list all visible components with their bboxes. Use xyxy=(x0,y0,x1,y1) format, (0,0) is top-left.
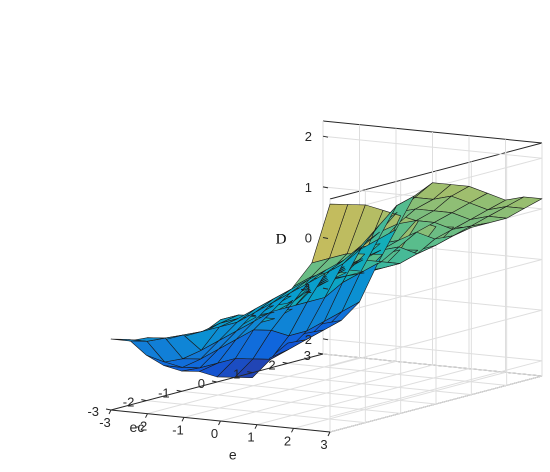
z-axis-label: D xyxy=(276,232,287,248)
y-axis-label: ec xyxy=(130,419,145,435)
x-tick-label: 2 xyxy=(284,433,291,448)
y-axis-ticks: -3 -2 -1 0 1 2 3 xyxy=(87,348,324,419)
wall-grid-line xyxy=(322,135,543,159)
x-tick-mark xyxy=(108,409,112,415)
x-tick-mark xyxy=(254,424,258,429)
wall-grid-line xyxy=(329,309,543,367)
y-tick-mark xyxy=(105,408,112,411)
x-axis-ticks: -3 -2 -1 0 1 2 3 xyxy=(99,409,331,452)
y-tick-mark xyxy=(282,361,288,364)
z-tick-mark xyxy=(322,338,329,341)
z-tick-mark xyxy=(322,186,329,189)
floor-grid-line xyxy=(252,372,472,396)
z-tick-label: 2 xyxy=(305,129,312,144)
wall-grid-line xyxy=(329,259,543,316)
x-tick-mark xyxy=(218,420,221,426)
wall-grid-line xyxy=(322,338,543,362)
z-tick-label: 1 xyxy=(305,180,312,195)
floor-grid-line xyxy=(181,390,401,414)
surface-face xyxy=(110,338,148,342)
z-tick-label: -1 xyxy=(300,281,312,296)
floor-grid-line xyxy=(216,381,437,405)
x-tick-label: 1 xyxy=(247,430,254,445)
x-tick-mark xyxy=(291,428,294,433)
x-tick-mark xyxy=(145,413,148,418)
y-tick-label: -2 xyxy=(123,395,135,410)
y-tick-label: -3 xyxy=(87,404,99,419)
x-tick-mark xyxy=(327,431,331,437)
y-tick-mark xyxy=(211,380,218,383)
y-tick-label: 3 xyxy=(304,348,311,363)
x-axis-label: e xyxy=(229,447,237,463)
y-tick-mark xyxy=(141,399,147,402)
y-tick-label: -1 xyxy=(158,385,170,400)
z-axis-ticks: -2 -1 0 1 2 xyxy=(300,129,329,347)
y-tick-label: 0 xyxy=(198,376,205,391)
y-tick-label: 1 xyxy=(233,367,240,382)
x-tick-label: 0 xyxy=(211,426,218,441)
z-tick-mark xyxy=(322,237,329,239)
z-tick-label: -2 xyxy=(300,332,312,347)
z-tick-label: 0 xyxy=(305,231,312,246)
z-tick-mark xyxy=(322,287,329,290)
y-tick-mark xyxy=(176,389,182,392)
x-tick-label: -3 xyxy=(99,415,111,430)
floor-grid-line xyxy=(287,362,507,386)
x-tick-label: 3 xyxy=(320,437,327,452)
floor-grid-line xyxy=(146,400,366,424)
z-tick-mark xyxy=(322,135,329,138)
surface-mesh xyxy=(110,182,543,379)
x-tick-label: -1 xyxy=(172,422,184,437)
y-tick-label: 2 xyxy=(268,357,275,372)
wall-grid-line xyxy=(329,360,543,418)
x-tick-mark xyxy=(181,417,185,422)
x-tick-label: -2 xyxy=(136,419,148,434)
y-tick-mark xyxy=(317,352,324,355)
y-tick-mark xyxy=(247,371,253,374)
